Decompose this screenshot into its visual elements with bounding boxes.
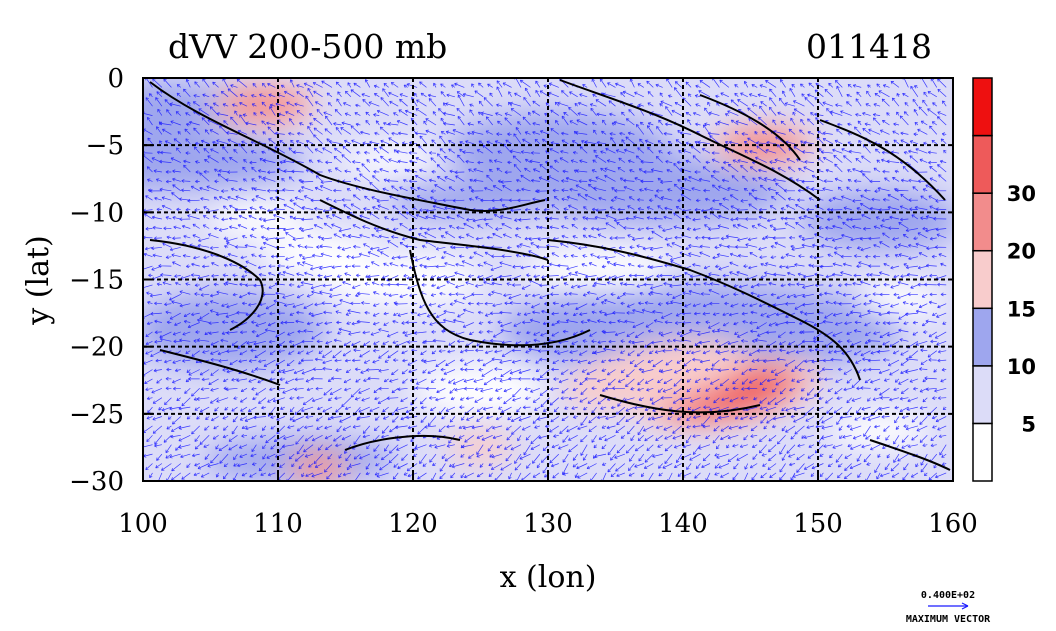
y-tick-label: −10 [69,198,124,228]
feature-contour [291,453,346,481]
y-tick-label: −5 [86,131,124,161]
contour-line [547,239,861,381]
contour-line [819,119,946,201]
contour-line [159,349,281,386]
contour-line [559,79,821,201]
x-tick-label: 150 [793,509,843,539]
x-tick-label: 140 [658,509,708,539]
y-tick-label: −15 [69,266,124,296]
chart-title: dVV 200-500 mb [168,27,447,66]
shade-patch [143,289,328,371]
coastlines [149,79,951,471]
colorbar-tick-label: 5 [1021,412,1036,436]
x-tick-label: 120 [388,509,438,539]
feature-contour [446,430,515,465]
x-tick-label: 160 [928,509,978,539]
shade-patch [415,365,545,415]
colorbar-swatch [972,422,993,482]
vector-key-arrowhead [961,602,969,610]
contour-line [344,434,461,451]
contour-line [599,394,761,414]
colorbar: 5 10 15 20 30 [972,77,1036,482]
x-tick-label: 100 [118,509,168,539]
y-tick-label: −25 [69,400,124,430]
shade-patch [263,234,377,276]
shade-patch [859,283,941,317]
contour-line [319,199,549,261]
x-axis-label: x (lon) [500,560,597,595]
vector-key: 0.400E+02 MAXIMUM VECTOR [906,590,991,625]
x-axis-ticks: 100 110 120 130 140 150 160 [118,471,978,539]
contour-line [409,249,591,347]
grid-lines [143,78,953,481]
contour-line [149,239,264,331]
y-axis-label: y (lat) [21,235,56,325]
y-axis-ticks: 0 −5 −10 −15 −20 −25 −30 [69,64,153,497]
y-tick-label: −20 [69,333,124,363]
vector-key-label: MAXIMUM VECTOR [906,614,991,625]
colorbar-swatch [972,307,993,367]
plot-area [143,78,953,481]
x-tick-label: 110 [253,509,303,539]
vector-key-value: 0.400E+02 [921,590,975,601]
contour-line [869,439,951,471]
colorbar-tick-label: 20 [1007,240,1036,264]
colorbar-swatch [972,192,993,252]
colorbar-swatch [972,77,993,137]
x-tick-label: 130 [523,509,573,539]
colorbar-swatch [972,365,993,425]
colorbar-tick-label: 30 [1007,182,1036,206]
feature-contour [562,336,750,411]
y-tick-label: −30 [69,467,124,497]
contour-line [149,81,546,212]
y-tick-label: 0 [107,64,124,94]
shade-patch [831,413,929,447]
colorbar-swatch [972,249,993,310]
colorbar-tick-label: 15 [1007,297,1036,321]
chart-timestamp: 011418 [806,27,932,66]
shade-patch [799,187,953,253]
colorbar-swatch [972,134,993,194]
contour-line [699,94,801,161]
shade-patch [530,153,790,227]
colorbar-tick-label: 10 [1007,355,1036,379]
